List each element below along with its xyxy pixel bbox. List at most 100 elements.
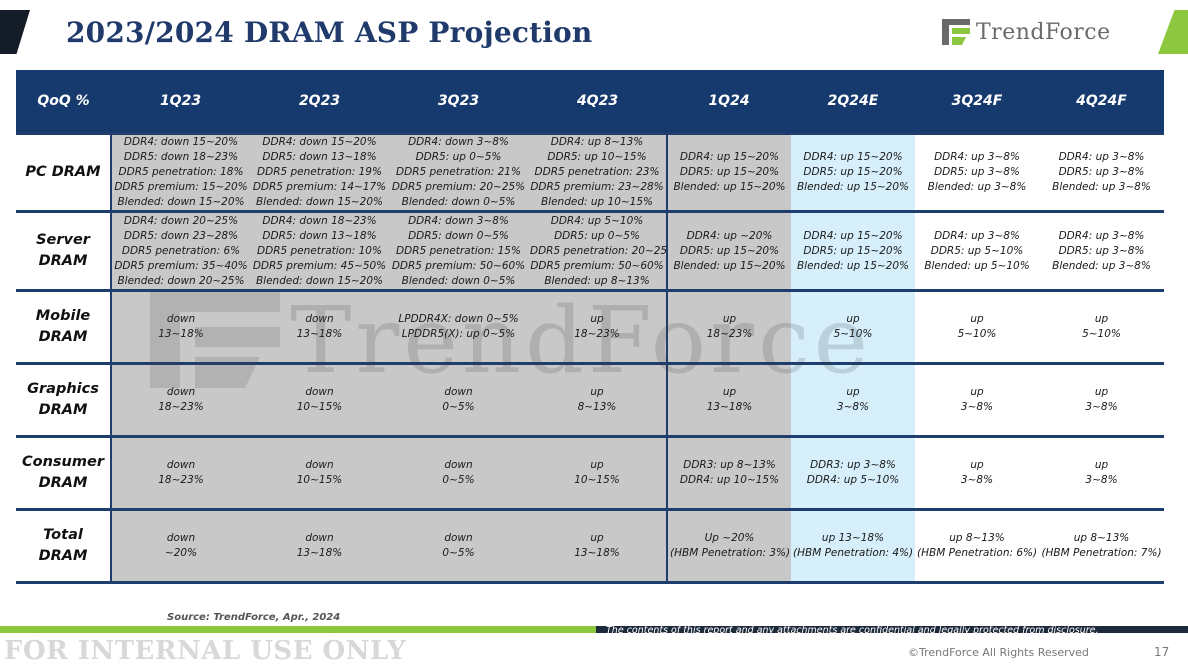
- cell-line: DDR5 penetration: 23%: [534, 166, 660, 178]
- table-cell: up 10~15%: [528, 435, 667, 510]
- column-header-4q23: 4Q23: [528, 70, 667, 134]
- cell-line: 5~10%: [833, 328, 873, 340]
- table-cell: LPDDR4X: down 0~5% LPDDR5(X): up 0~5%: [389, 289, 528, 364]
- table-cell: DDR4: down 15~20% DDR5: down 18~23% DDR5 p…: [111, 132, 250, 212]
- cell-line: 10~15%: [574, 474, 620, 486]
- table-cell: DDR4: down 3~8% DDR5: down 0~5% DDR5 penet…: [389, 210, 528, 291]
- row-label: Graphics DRAM: [16, 362, 112, 437]
- cell-line: DDR5: up 5~10%: [930, 244, 1024, 257]
- cell-line: DDR4: up 3~8%: [1058, 229, 1145, 242]
- footer-bar-navy: [596, 626, 1188, 633]
- cell-line: down: [305, 459, 334, 471]
- row-label-line: DRAM: [38, 475, 88, 491]
- row-label-line: Server: [36, 232, 90, 248]
- cell-line: DDR5: up 15~20%: [679, 166, 780, 178]
- cell-line: down: [305, 386, 334, 398]
- cell-line: DDR5: down 18~23%: [123, 151, 239, 163]
- table-cell: down 13~18%: [111, 289, 250, 364]
- cell-line: LPDDR4X: down 0~5%: [398, 313, 519, 325]
- cell-line: down: [444, 532, 473, 544]
- cell-line: DDR5: up 3~8%: [1058, 166, 1145, 178]
- cell-line: DDR4: up 10~15%: [679, 474, 780, 486]
- table-cell: down 18~23%: [111, 435, 250, 510]
- cell-line: 8~13%: [577, 401, 617, 413]
- cell-line: Blended: down 15~20%: [117, 196, 245, 208]
- cell-line: up 8~13%: [1073, 532, 1130, 544]
- table-cell: down 0~5%: [389, 435, 528, 510]
- table-cell: up 18~23%: [666, 289, 791, 364]
- cell-line: 18~23%: [158, 401, 204, 413]
- table-cell: down 0~5%: [389, 508, 528, 584]
- cell-line: DDR4: up 5~10%: [806, 474, 900, 486]
- cell-line: DDR5 premium: 23~28%: [530, 181, 664, 193]
- cell-line: up: [590, 386, 604, 398]
- table-header-row: QoQ % 1Q23 2Q23 3Q23 4Q23 1Q24 2Q24E 3Q24F 4Q24…: [16, 70, 1164, 134]
- cell-line: 18~23%: [158, 474, 204, 486]
- cell-line: DDR4: down 15~20%: [262, 136, 377, 149]
- cell-line: Blended: up 3~8%: [927, 181, 1027, 193]
- table-row: Server DRAM DDR4: down 20~25% DDR5: down 23…: [16, 210, 1164, 291]
- cell-line: Blended: up 3~8%: [1052, 181, 1151, 193]
- cell-line: LPDDR5(X): up 0~5%: [401, 328, 516, 340]
- cell-line: DDR5 penetration: 18%: [118, 166, 244, 178]
- row-label-line: DRAM: [38, 548, 88, 564]
- table-cell: up 8~13% (HBM Penetration: 6%): [915, 508, 1039, 584]
- row-label-line: DRAM: [38, 253, 88, 269]
- cell-line: DDR5: up 10~15%: [547, 151, 647, 163]
- corner-decoration-right: [1158, 10, 1188, 54]
- cell-line: DDR5 penetration: 10%: [257, 244, 382, 257]
- table-cell: up 18~23%: [528, 289, 667, 364]
- cell-line: DDR5: up 15~20%: [803, 244, 903, 257]
- column-header-4q24f: 4Q24F: [1039, 70, 1164, 134]
- row-label-line: PC DRAM: [25, 164, 101, 180]
- cell-line: (HBM Penetration: 4%): [793, 547, 914, 559]
- confidential-notice: The contents of this report and any atta…: [606, 625, 1099, 636]
- table-cell: DDR4: down 18~23% DDR5: down 13~18% DDR5 p…: [250, 210, 389, 291]
- row-label-line: DRAM: [38, 402, 88, 418]
- cell-line: DDR4: up 3~8%: [1058, 151, 1145, 163]
- table-cell: up 5~10%: [1039, 289, 1164, 364]
- table-cell: DDR4: down 15~20% DDR5: down 13~18% DDR5 p…: [250, 132, 389, 212]
- cell-line: down: [166, 313, 196, 325]
- cell-line: up: [970, 386, 984, 398]
- cell-line: 3~8%: [836, 401, 870, 413]
- cell-line: DDR4: up 8~13%: [550, 136, 644, 149]
- cell-line: DDR4: down 3~8%: [408, 136, 509, 149]
- cell-line: Blended: up 15~20%: [796, 181, 910, 193]
- cell-line: up: [846, 386, 860, 398]
- cell-line: DDR3: up 8~13%: [683, 459, 776, 471]
- cell-line: up: [590, 313, 604, 325]
- copyright-notice: ©TrendForce All Rights Reserved: [908, 646, 1089, 659]
- table-row: Graphics DRAM down 18~23% down 10~15% down 0~5%…: [16, 362, 1164, 437]
- cell-line: DDR4: up 15~20%: [803, 151, 903, 163]
- cell-line: DDR5 penetration: 19%: [257, 166, 382, 178]
- cell-line: DDR5: up 0~5%: [554, 229, 640, 242]
- cell-line: (HBM Penetration: 3%): [670, 547, 791, 559]
- cell-line: 13~18%: [706, 401, 753, 413]
- cell-line: DDR4: up 15~20%: [679, 151, 780, 163]
- cell-line: Blended: down 15~20%: [255, 196, 384, 208]
- cell-line: DDR5 premium: 50~60%: [530, 259, 664, 272]
- cell-line: Blended: down 0~5%: [401, 274, 516, 287]
- table-cell: down 10~15%: [250, 362, 389, 437]
- row-label-line: Total: [43, 527, 83, 543]
- cell-line: DDR4: down 15~20%: [123, 136, 239, 149]
- cell-line: DDR4: down 3~8%: [408, 214, 509, 227]
- cell-line: Blended: up 15~20%: [673, 259, 786, 272]
- table-cell: DDR4: up 15~20% DDR5: up 15~20% Blended: u…: [666, 132, 791, 212]
- cell-line: DDR4: up 15~20%: [803, 229, 903, 242]
- cell-line: down: [166, 459, 196, 471]
- cell-line: Blended: up 3~8%: [1052, 259, 1151, 272]
- row-label: Mobile DRAM: [16, 289, 112, 364]
- cell-line: down: [305, 313, 334, 325]
- cell-line: 0~5%: [442, 547, 475, 559]
- cell-line: Up ~20%: [704, 532, 755, 544]
- row-label: Consumer DRAM: [16, 435, 112, 510]
- table-cell: DDR4: up 3~8% DDR5: up 5~10% Blended: up 5…: [915, 210, 1039, 291]
- cell-line: DDR5 penetration: 15%: [396, 244, 521, 257]
- table-cell: up 3~8%: [1039, 362, 1164, 437]
- cell-line: Blended: up 15~20%: [673, 181, 786, 193]
- table-cell: up 3~8%: [791, 362, 915, 437]
- cell-line: up: [590, 532, 604, 544]
- table-row: Mobile DRAM down 13~18% down 13~18% LPDDR4X: d…: [16, 289, 1164, 364]
